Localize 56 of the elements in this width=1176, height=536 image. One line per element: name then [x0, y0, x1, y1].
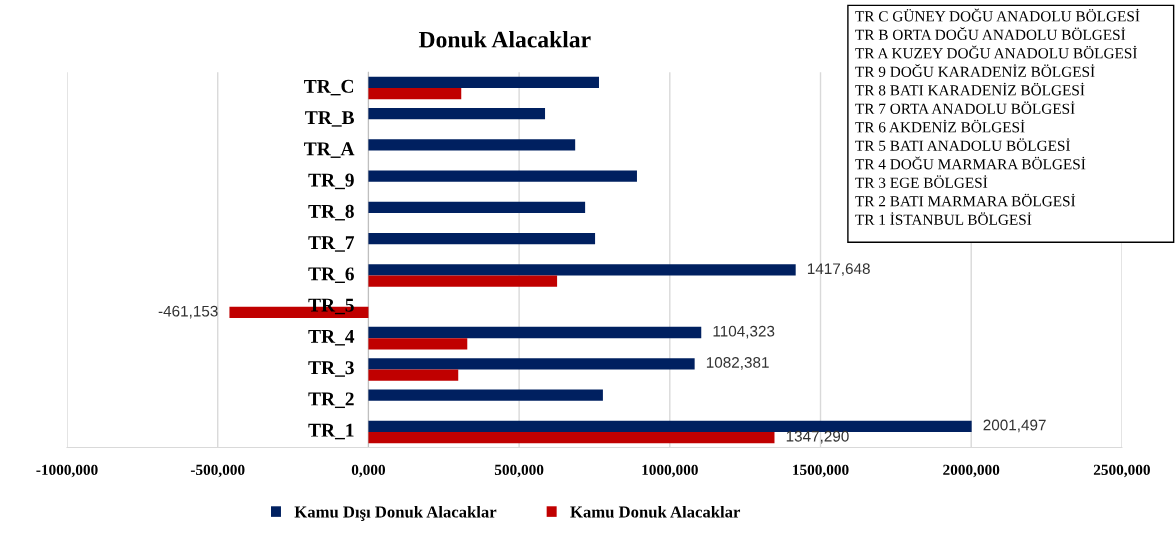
- bar: [368, 87, 462, 100]
- y-tick-label: TR_4: [308, 330, 355, 346]
- data-label: -461,153: [158, 305, 218, 319]
- bar: [368, 326, 702, 339]
- annotation: TR 6 AKDENİZ BÖLGESİ: [855, 119, 1025, 133]
- data-label: 1104,323: [713, 325, 775, 339]
- bar: [368, 108, 546, 120]
- chart-title: Donuk Alacaklar: [418, 30, 591, 48]
- x-tick-label: -1000,000: [36, 464, 98, 478]
- y-tick-label: TR_9: [308, 173, 354, 190]
- data-label: 1347,290: [786, 430, 849, 444]
- data-label: 1417,648: [807, 263, 870, 276]
- annotation: TR 2 BATI MARMARA BÖLGESİ: [855, 193, 1076, 207]
- y-tick-label: TR_1: [308, 423, 354, 440]
- y-tick-label: TR_3: [308, 361, 354, 377]
- annotation: TR 1 İSTANBUL BÖLGESİ: [855, 212, 1032, 225]
- bar: [368, 76, 599, 88]
- annotation: TR 8 BATI KARADENİZ BÖLGESİ: [855, 82, 1085, 96]
- y-tick-label: TR_8: [308, 204, 354, 221]
- x-tick-label: 2500,000: [1093, 464, 1150, 478]
- bar: [368, 358, 695, 370]
- x-tick-label: -500,000: [190, 464, 245, 478]
- annotation: TR 9 DOĞU KARADENİZ BÖLGESİ: [855, 63, 1095, 77]
- data-label: 2001,497: [983, 419, 1046, 433]
- bar: [368, 389, 603, 401]
- bar: [368, 431, 775, 444]
- text: TR B ORTA DOĞU ANADOLU BÖLGESİ: [855, 26, 1126, 40]
- bar: [368, 233, 596, 245]
- legend-label: Kamu Donuk Alacaklar: [570, 505, 741, 518]
- legend-label: Kamu Dışı Donuk Alacaklar: [294, 505, 497, 521]
- text: TR C GÜNEY DOĞU ANADOLU BÖLGESİ: [855, 8, 1140, 22]
- data-label: 1082,381: [706, 357, 769, 370]
- x-tick-label: 1500,000: [793, 464, 849, 478]
- bar: [368, 275, 558, 287]
- x-tick-label: 1000,000: [642, 464, 698, 478]
- bar: [368, 420, 972, 432]
- annotation: TR 4 DOĞU MARMARA BÖLGESİ: [855, 156, 1086, 170]
- x-tick-label: 2000,000: [943, 464, 1000, 478]
- y-tick-label: TR_6: [308, 267, 354, 283]
- annotation: TR 7 ORTA ANADOLU BÖLGESİ: [855, 101, 1075, 114]
- x-tick-label: 0,000: [351, 464, 386, 478]
- annotation: TR 3 EGE BÖLGESİ: [855, 175, 988, 188]
- y-tick-label: TR_A: [304, 142, 355, 158]
- bar: [368, 338, 468, 350]
- y-tick-label: TR_2: [308, 392, 354, 409]
- y-tick-label: TR_7: [308, 236, 355, 252]
- y-tick-label: TR_C: [304, 79, 354, 96]
- bar: [368, 139, 576, 151]
- bar: [368, 369, 459, 381]
- text: TR A KUZEY DOĞU ANADOLU BÖLGESİ: [855, 45, 1137, 59]
- annotation: TR 5 BATI ANADOLU BÖLGESİ: [855, 138, 1070, 151]
- bar: [368, 170, 637, 182]
- y-tick-label: TR_B: [305, 111, 354, 127]
- x-tick-label: 500,000: [494, 464, 544, 478]
- bar: [368, 264, 796, 276]
- bar: [368, 201, 586, 214]
